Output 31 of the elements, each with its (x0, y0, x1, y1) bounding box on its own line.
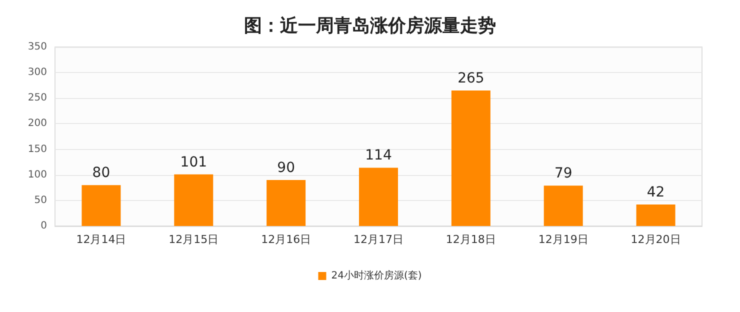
bar (544, 186, 583, 226)
data-label: 80 (92, 165, 110, 182)
y-tick-label: 350 (28, 42, 47, 52)
bar (359, 168, 398, 226)
y-tick-label: 150 (28, 144, 47, 155)
data-label: 79 (554, 166, 572, 182)
data-label: 101 (180, 154, 208, 170)
data-label: 90 (277, 160, 295, 176)
y-tick-label: 250 (28, 92, 47, 104)
bar (451, 90, 490, 226)
y-tick-label: 100 (28, 169, 47, 180)
x-tick-label: 12月16日 (261, 233, 312, 246)
data-label: 114 (365, 148, 392, 164)
x-tick-label: 12月15日 (168, 233, 219, 246)
bar (266, 180, 306, 226)
data-label: 42 (646, 184, 665, 201)
x-tick-label: 12月14日 (76, 233, 126, 246)
x-tick-label: 12月19日 (538, 233, 588, 246)
x-tick-label: 12月20日 (630, 233, 681, 246)
data-label: 265 (458, 70, 484, 86)
x-tick-label: 12月17日 (354, 233, 404, 246)
chart-title: 图：近一周青岛涨价房源量走势 (244, 16, 496, 36)
x-tick-label: 12月18日 (446, 233, 496, 246)
bar (174, 174, 214, 226)
y-tick-label: 50 (34, 194, 47, 206)
y-tick-label: 300 (28, 67, 47, 78)
y-tick-label: 200 (28, 118, 47, 130)
legend-label: 24小时涨价房源(套) (331, 270, 422, 282)
bar (636, 204, 676, 226)
y-tick-label: 0 (40, 220, 47, 232)
bar (82, 185, 121, 226)
